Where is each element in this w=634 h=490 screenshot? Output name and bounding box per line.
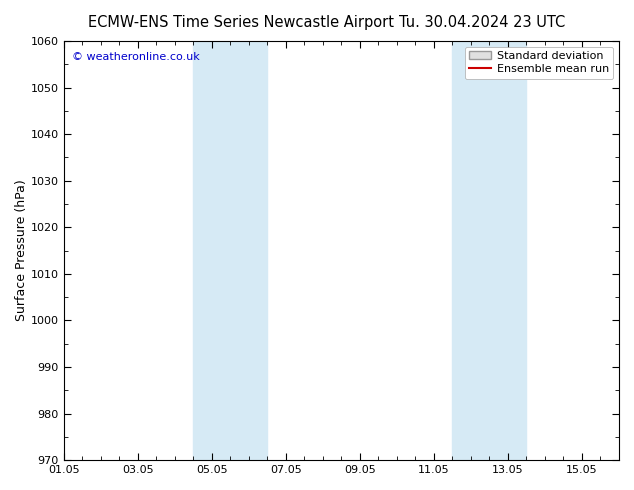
Legend: Standard deviation, Ensemble mean run: Standard deviation, Ensemble mean run [465, 47, 614, 79]
Bar [193, 41, 268, 460]
Y-axis label: Surface Pressure (hPa): Surface Pressure (hPa) [15, 180, 28, 321]
Text: © weatheronline.co.uk: © weatheronline.co.uk [72, 51, 200, 62]
Text: Tu. 30.04.2024 23 UTC: Tu. 30.04.2024 23 UTC [399, 15, 565, 30]
Text: ECMW-ENS Time Series Newcastle Airport: ECMW-ENS Time Series Newcastle Airport [88, 15, 394, 30]
Bar [453, 41, 526, 460]
